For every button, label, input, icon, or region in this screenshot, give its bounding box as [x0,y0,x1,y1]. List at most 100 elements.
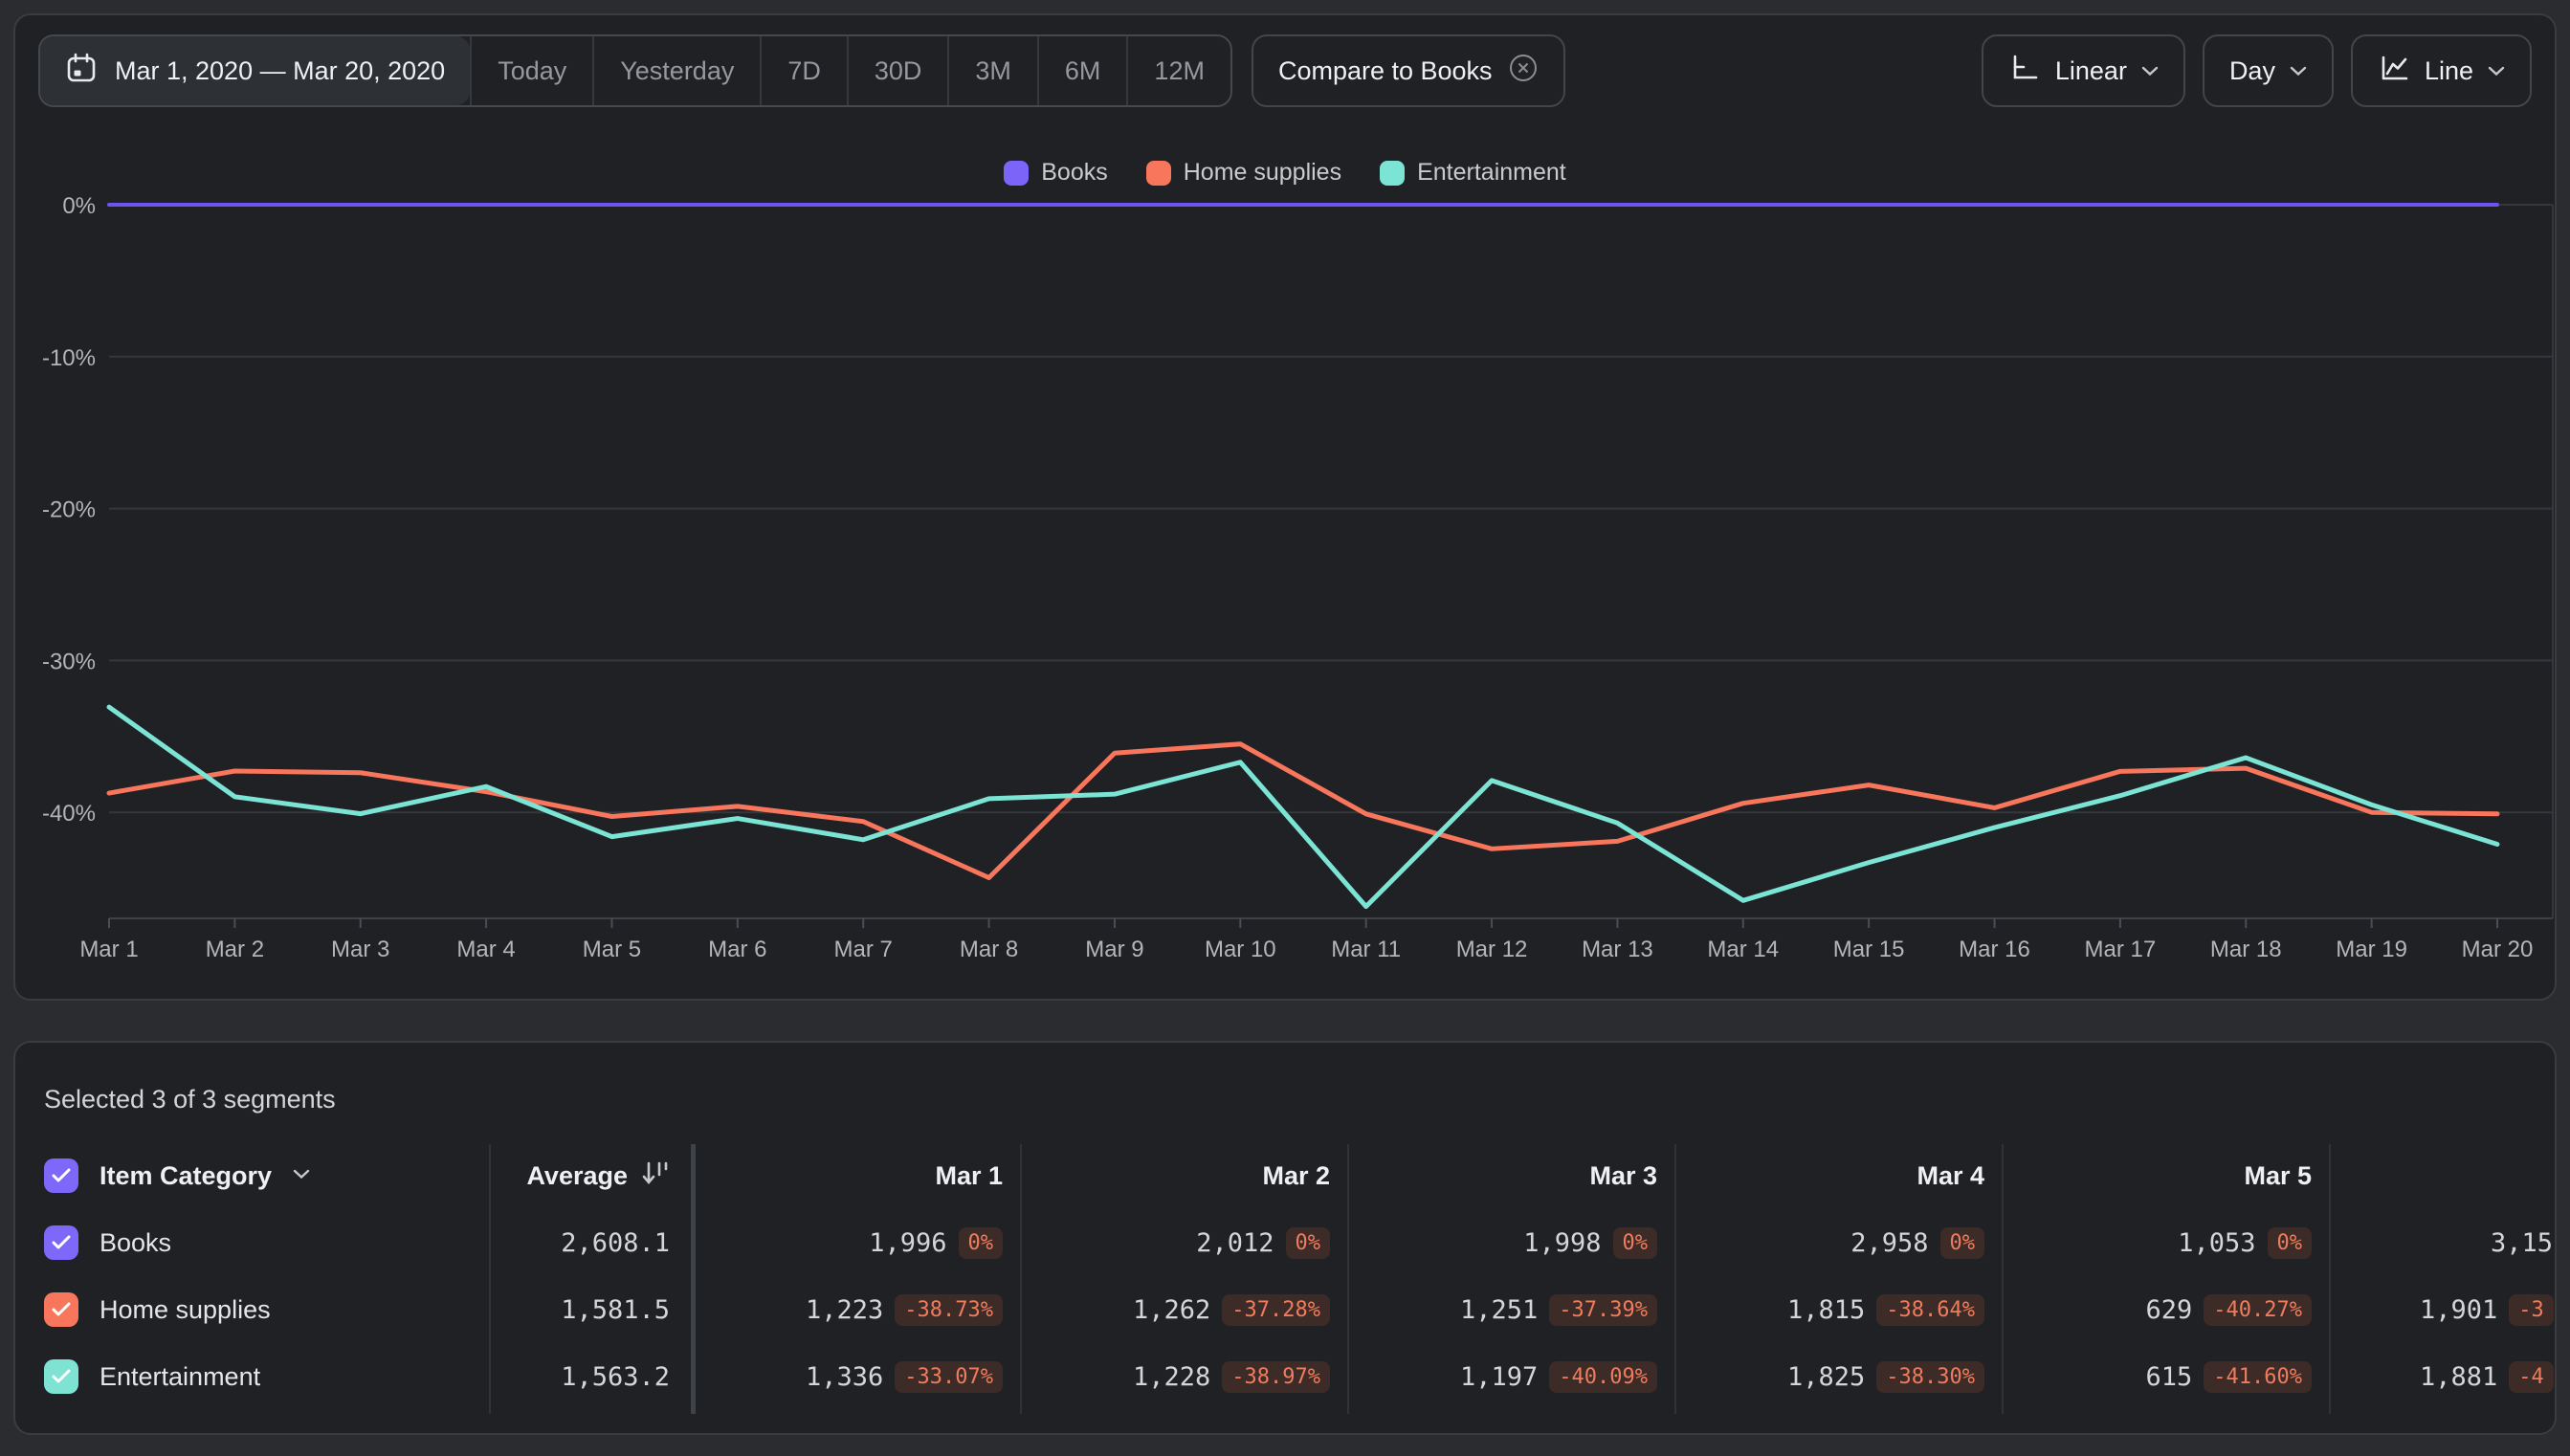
day-value-cell: 1,996 0% [693,1209,1020,1276]
day-header-label: Mar 3 [1589,1160,1657,1190]
day-value-cell: 1,251 -37.39% [1347,1276,1674,1343]
day-header-cell-cut [2329,1142,2555,1209]
chevron-down-icon [2141,66,2159,76]
preset-12m[interactable]: 12M [1126,36,1230,105]
granularity-dropdown[interactable]: Day [2202,34,2334,107]
percent-change-badge: 0% [1285,1226,1330,1259]
preset-6m[interactable]: 6M [1036,36,1127,105]
preset-3m[interactable]: 3M [947,36,1037,105]
legend-label: Entertainment [1417,159,1566,186]
x-axis-label: Mar 12 [1456,937,1528,962]
series-line-home-supplies [106,741,2500,880]
chart-card: Mar 1, 2020 — Mar 20, 2020 Today Yesterda… [13,13,2557,1001]
scale-dropdown-label: Linear [2054,55,2127,85]
row-checkbox[interactable] [44,1225,78,1260]
category-header-label[interactable]: Item Category [100,1160,273,1190]
day-value: 1,901 [2420,1294,2498,1325]
legend-item-entertainment[interactable]: Entertainment [1380,159,1566,187]
row-checkbox[interactable] [44,1292,78,1327]
preset-group: Today Yesterday 7D 30D 3M 6M 12M [470,36,1230,105]
x-axis-label: Mar 16 [1959,937,2030,962]
day-value: 629 [2145,1294,2193,1325]
column-divider [2329,1144,2331,1414]
chart-toolbar: Mar 1, 2020 — Mar 20, 2020 Today Yesterda… [38,34,2532,107]
line-chart-plot[interactable]: 0% -10% -20% -30% -40% Mar 1 Mar 2 Mar 3 Mar 4 Ma… [15,149,2557,991]
legend-item-home-supplies[interactable]: Home supplies [1145,159,1341,187]
day-value-cell: 1,223 -38.73% [693,1276,1020,1343]
x-axis-label: Mar 3 [331,937,389,962]
average-value: 1,563.2 [561,1361,670,1392]
percent-change-badge: -38.64% [1876,1293,1984,1326]
percent-change-badge: 0% [1612,1226,1657,1259]
chart-legend: Books Home supplies Entertainment [15,159,2555,187]
select-all-checkbox[interactable] [44,1158,78,1193]
chart-type-dropdown[interactable]: Line [2350,34,2532,107]
column-divider [1020,1144,1022,1414]
day-header-label: Mar 2 [1262,1160,1330,1190]
percent-change-badge: -38.97% [1222,1360,1330,1393]
day-value-cell: 2,012 0% [1020,1209,1347,1276]
percent-change-badge: 0% [1939,1226,1984,1259]
percent-change-badge: -38.30% [1876,1360,1984,1393]
y-axis-label: -40% [42,801,96,827]
chevron-down-icon [2290,66,2307,76]
row-name-cell: Entertainment [15,1343,489,1410]
scale-dropdown[interactable]: Linear [1981,34,2185,107]
day-value: 2,958 [1850,1227,1929,1258]
calendar-icon [65,52,98,91]
column-divider [1347,1144,1349,1414]
percent-change-badge: -40.27% [2204,1293,2312,1326]
preset-today[interactable]: Today [470,36,592,105]
preset-7d[interactable]: 7D [760,36,847,105]
chart-settings-group: Linear Day Line [1981,34,2532,107]
percent-change-badge: -40.09% [1549,1360,1657,1393]
day-header-label: Mar 5 [2244,1160,2312,1190]
sort-descending-icon[interactable] [641,1160,670,1192]
x-axis-label: Mar 11 [1331,937,1401,962]
day-value: 1,197 [1460,1361,1539,1392]
percent-change-badge: -3 [2509,1293,2554,1326]
percent-change-badge: -4 [2509,1360,2554,1393]
day-value-cell: 629 -40.27% [2002,1276,2329,1343]
percent-change-badge: -41.60% [2204,1360,2312,1393]
day-value-cell: 1,053 0% [2002,1209,2329,1276]
day-value-cell-cut: 3,15 [2329,1209,2555,1276]
day-value: 1,053 [2178,1227,2256,1258]
table-row-books: Books 2,608.1 1,996 0% 2,012 0% 1,998 0% 2,958 0%… [15,1209,2555,1276]
average-header-label: Average [526,1160,628,1190]
x-axis-label: Mar 10 [1205,937,1276,962]
day-value: 1,228 [1133,1361,1211,1392]
y-axis-label: -20% [42,497,96,523]
day-value: 1,881 [2420,1361,2498,1392]
series-line-entertainment [106,704,2500,910]
y-axis-label: 0% [62,193,96,219]
remove-compare-icon[interactable] [1508,53,1539,90]
granularity-dropdown-label: Day [2228,55,2275,85]
date-range-group: Mar 1, 2020 — Mar 20, 2020 Today Yesterda… [38,34,1232,107]
x-axis-label: Mar 2 [206,937,264,962]
x-axis-label: Mar 20 [2462,937,2534,962]
day-value: 1,825 [1787,1361,1866,1392]
day-value-cell: 2,958 0% [1674,1209,2002,1276]
x-axis-label: Mar 1 [79,937,138,962]
x-axis-label: Mar 7 [834,937,893,962]
table-row-home-supplies: Home supplies 1,581.5 1,223 -38.73% 1,262 -37… [15,1276,2555,1343]
day-value: 1,223 [806,1294,884,1325]
table-row-entertainment: Entertainment 1,563.2 1,336 -33.07% 1,228 -38… [15,1343,2555,1410]
day-value-cell: 1,336 -33.07% [693,1343,1020,1410]
average-header-cell[interactable]: Average [489,1142,693,1209]
preset-30d[interactable]: 30D [846,36,948,105]
line-chart-icon [2378,52,2410,91]
day-header-cell: Mar 1 [693,1142,1020,1209]
day-value-cell-cut: 1,901 -3 [2329,1276,2555,1343]
x-axis-label: Mar 9 [1085,937,1143,962]
compare-chip[interactable]: Compare to Books [1251,34,1565,107]
x-axis-label: Mar 8 [960,937,1018,962]
row-name-label: Entertainment [100,1361,261,1391]
row-checkbox[interactable] [44,1359,78,1394]
preset-yesterday[interactable]: Yesterday [592,36,760,105]
date-range-button[interactable]: Mar 1, 2020 — Mar 20, 2020 [40,36,471,105]
percent-change-badge: -37.28% [1222,1293,1330,1326]
percent-change-badge: -38.73% [895,1293,1003,1326]
legend-item-books[interactable]: Books [1004,159,1108,187]
